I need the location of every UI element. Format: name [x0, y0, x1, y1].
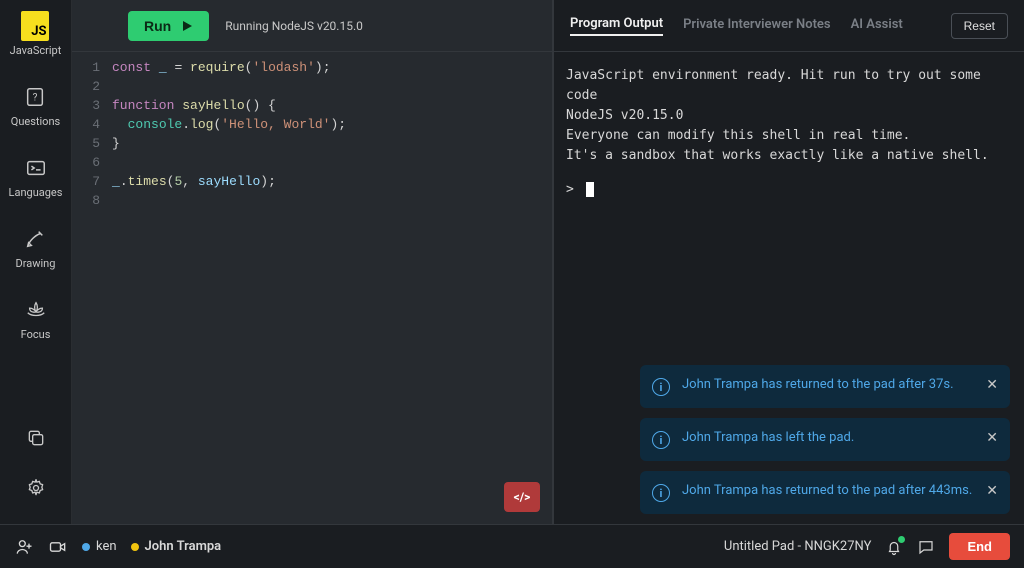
sidebar: JS JavaScript ? Questions Languages Draw… [0, 0, 72, 524]
toast-stack: i John Trampa has returned to the pad aft… [640, 365, 1010, 514]
participant[interactable]: John Trampa [131, 539, 222, 554]
close-icon[interactable]: ✕ [986, 377, 998, 393]
line-gutter: 12345678 [72, 58, 112, 524]
code-format-button[interactable]: </> [504, 482, 540, 512]
info-icon: i [652, 431, 670, 449]
js-icon: JS [21, 12, 49, 40]
sidebar-item-label: Languages [9, 186, 63, 199]
console-output: JavaScript environment ready. Hit run to… [554, 52, 1024, 214]
sidebar-item-javascript[interactable]: JS JavaScript [10, 12, 62, 57]
svg-text:?: ? [33, 93, 38, 104]
editor-panel: Run Running NodeJS v20.15.0 12345678 con… [72, 0, 552, 524]
sidebar-item-questions[interactable]: ? Questions [11, 83, 60, 128]
sidebar-item-settings[interactable] [22, 474, 50, 506]
toast: i John Trampa has returned to the pad aft… [640, 365, 1010, 408]
output-panel: Program Output Private Interviewer Notes A… [552, 0, 1024, 524]
sidebar-item-label: Focus [21, 328, 51, 341]
run-button[interactable]: Run [128, 11, 209, 41]
toast-text: John Trampa has left the pad. [682, 430, 854, 445]
sidebar-item-copy[interactable] [22, 424, 50, 456]
sidebar-item-drawing[interactable]: Drawing [16, 225, 56, 270]
code-lines[interactable]: const _ = require('lodash'); function sa… [112, 58, 552, 524]
info-icon: i [652, 484, 670, 502]
video-button[interactable] [48, 537, 68, 557]
close-icon[interactable]: ✕ [986, 483, 998, 499]
info-icon: i [652, 378, 670, 396]
toast-text: John Trampa has returned to the pad afte… [682, 483, 972, 498]
toast: i John Trampa has returned to the pad aft… [640, 471, 1010, 514]
sidebar-item-label: Drawing [16, 257, 56, 270]
pencil-icon [21, 225, 49, 253]
sidebar-item-focus[interactable]: Focus [21, 296, 51, 341]
chat-button[interactable] [917, 538, 935, 556]
sidebar-item-languages[interactable]: Languages [9, 154, 63, 199]
participant[interactable]: ken [82, 539, 117, 554]
run-status: Running NodeJS v20.15.0 [225, 19, 363, 33]
tab-ai-assist[interactable]: AI Assist [851, 17, 903, 35]
bottom-bar: ken John Trampa Untitled Pad - NNGK27NY E… [0, 524, 1024, 568]
questions-icon: ? [21, 83, 49, 111]
invite-button[interactable] [14, 537, 34, 557]
output-tabs: Program Output Private Interviewer Notes A… [554, 0, 1024, 52]
tab-private-interviewer-notes[interactable]: Private Interviewer Notes [683, 17, 831, 35]
play-icon [181, 20, 193, 32]
toast: i John Trampa has left the pad. ✕ [640, 418, 1010, 461]
code-editor[interactable]: 12345678 const _ = require('lodash'); fu… [72, 52, 552, 524]
sidebar-item-label: Questions [11, 115, 60, 128]
end-button[interactable]: End [949, 533, 1010, 560]
tab-program-output[interactable]: Program Output [570, 16, 663, 36]
reset-button[interactable]: Reset [951, 13, 1008, 39]
close-icon[interactable]: ✕ [986, 430, 998, 446]
gear-icon [22, 474, 50, 502]
copy-icon [22, 424, 50, 452]
run-label: Run [144, 18, 171, 34]
lotus-icon [22, 296, 50, 324]
terminal-icon [22, 154, 50, 182]
editor-toolbar: Run Running NodeJS v20.15.0 [72, 0, 552, 52]
sidebar-item-label: JavaScript [10, 44, 62, 57]
notifications-button[interactable] [885, 538, 903, 556]
pad-title: Untitled Pad - NNGK27NY [724, 539, 872, 554]
toast-text: John Trampa has returned to the pad afte… [682, 377, 954, 392]
notification-dot [898, 536, 905, 543]
